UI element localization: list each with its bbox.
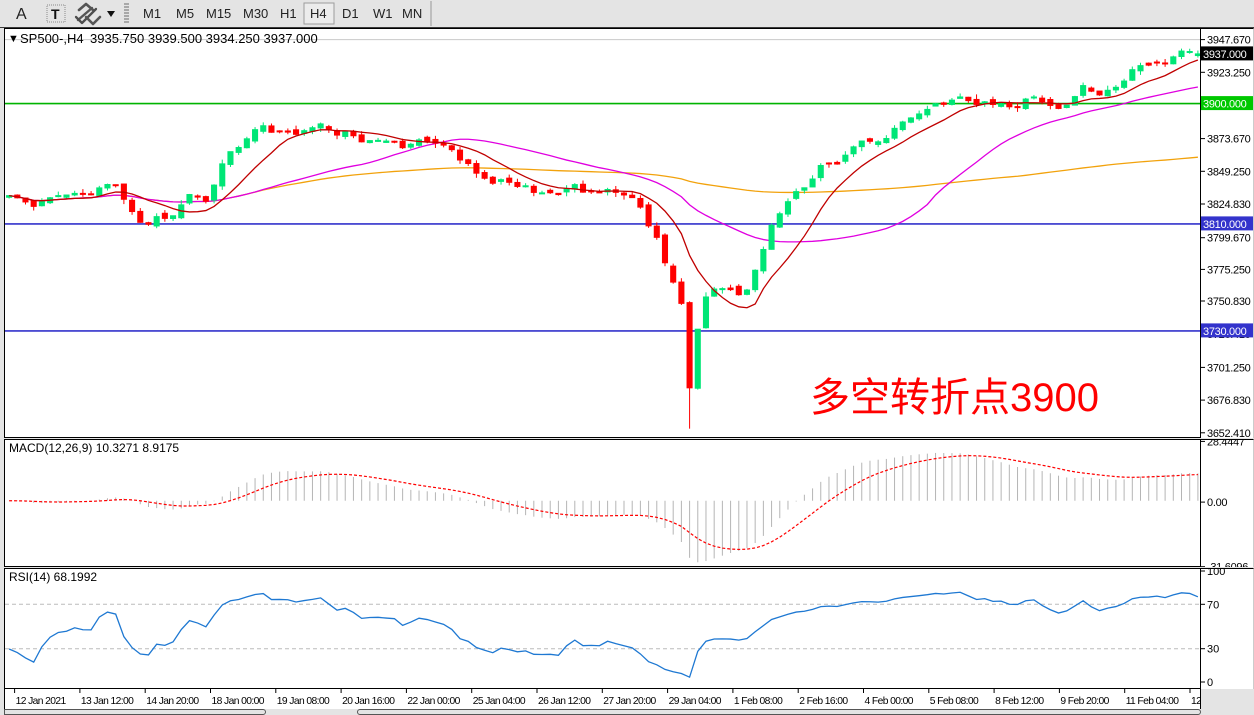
svg-text:-31.6096: -31.6096: [1207, 562, 1248, 567]
svg-text:27 Jan 20:00: 27 Jan 20:00: [603, 696, 656, 707]
svg-text:14 Jan 20:00: 14 Jan 20:00: [146, 696, 199, 707]
svg-text:70: 70: [1207, 599, 1219, 611]
svg-text:28.4447: 28.4447: [1207, 440, 1245, 448]
svg-text:3701.250: 3701.250: [1207, 362, 1251, 374]
svg-text:3947.670: 3947.670: [1207, 35, 1251, 47]
svg-text:18 Jan 00:00: 18 Jan 00:00: [212, 696, 265, 707]
svg-text:12 Jan 2021: 12 Jan 2021: [16, 696, 67, 707]
svg-text:11 Feb 04:00: 11 Feb 04:00: [1126, 696, 1180, 707]
svg-text:1 Feb 08:00: 1 Feb 08:00: [734, 696, 783, 707]
svg-text:MACD(12,26,9) 10.3271 8.9175: MACD(12,26,9) 10.3271 8.9175: [9, 441, 179, 455]
svg-text:13 Jan 12:00: 13 Jan 12:00: [81, 696, 134, 707]
svg-text:19 Jan 08:00: 19 Jan 08:00: [277, 696, 330, 707]
svg-text:0: 0: [1207, 677, 1213, 689]
svg-text:4 Feb 00:00: 4 Feb 00:00: [865, 696, 914, 707]
svg-text:A: A: [16, 6, 27, 23]
svg-text:3810.000: 3810.000: [1203, 219, 1247, 231]
svg-text:3750.830: 3750.830: [1207, 296, 1251, 308]
svg-text:W1: W1: [373, 6, 393, 21]
svg-text:3900.000: 3900.000: [1203, 99, 1247, 111]
svg-text:22 Jan 00:00: 22 Jan 00:00: [407, 696, 460, 707]
svg-text:3937.000: 3937.000: [1203, 49, 1247, 61]
svg-text:3873.670: 3873.670: [1207, 134, 1251, 146]
svg-text:H4: H4: [310, 6, 327, 21]
svg-text:3730.000: 3730.000: [1203, 326, 1247, 338]
svg-text:9 Feb 20:00: 9 Feb 20:00: [1060, 696, 1109, 707]
svg-text:▼: ▼: [8, 33, 19, 45]
svg-text:26 Jan 12:00: 26 Jan 12:00: [538, 696, 591, 707]
svg-text:3849.250: 3849.250: [1207, 166, 1251, 178]
svg-text:3775.250: 3775.250: [1207, 264, 1251, 276]
svg-text:0.00: 0.00: [1207, 497, 1227, 509]
svg-text:M30: M30: [243, 6, 268, 21]
svg-text:5 Feb 08:00: 5 Feb 08:00: [930, 696, 979, 707]
svg-text:30: 30: [1207, 644, 1219, 656]
svg-text:3935.750 3939.500 3934.250 393: 3935.750 3939.500 3934.250 3937.000: [90, 31, 318, 46]
svg-text:M15: M15: [206, 6, 231, 21]
svg-text:2 Feb 16:00: 2 Feb 16:00: [799, 696, 848, 707]
svg-text:D1: D1: [342, 6, 359, 21]
svg-text:MN: MN: [402, 6, 422, 21]
svg-text:25 Jan 04:00: 25 Jan 04:00: [473, 696, 526, 707]
svg-text:3799.670: 3799.670: [1207, 233, 1251, 245]
svg-text:SP500-,H4: SP500-,H4: [20, 31, 84, 46]
svg-text:M1: M1: [143, 6, 161, 21]
svg-text:29 Jan 04:00: 29 Jan 04:00: [669, 696, 722, 707]
svg-text:M5: M5: [176, 6, 194, 21]
svg-text:12 Feb 12:00: 12 Feb 12:00: [1191, 696, 1201, 707]
svg-text:3676.830: 3676.830: [1207, 395, 1251, 407]
svg-text:T: T: [51, 6, 60, 22]
svg-text:100: 100: [1207, 569, 1225, 578]
svg-text:8 Feb 12:00: 8 Feb 12:00: [995, 696, 1044, 707]
svg-text:多空转折点3900: 多空转折点3900: [810, 376, 1099, 420]
svg-text:3923.250: 3923.250: [1207, 67, 1251, 79]
svg-text:H1: H1: [280, 6, 297, 21]
svg-text:20 Jan 16:00: 20 Jan 16:00: [342, 696, 395, 707]
svg-text:3652.410: 3652.410: [1207, 428, 1251, 438]
svg-text:RSI(14) 68.1992: RSI(14) 68.1992: [9, 570, 97, 584]
svg-text:3824.830: 3824.830: [1207, 199, 1251, 211]
